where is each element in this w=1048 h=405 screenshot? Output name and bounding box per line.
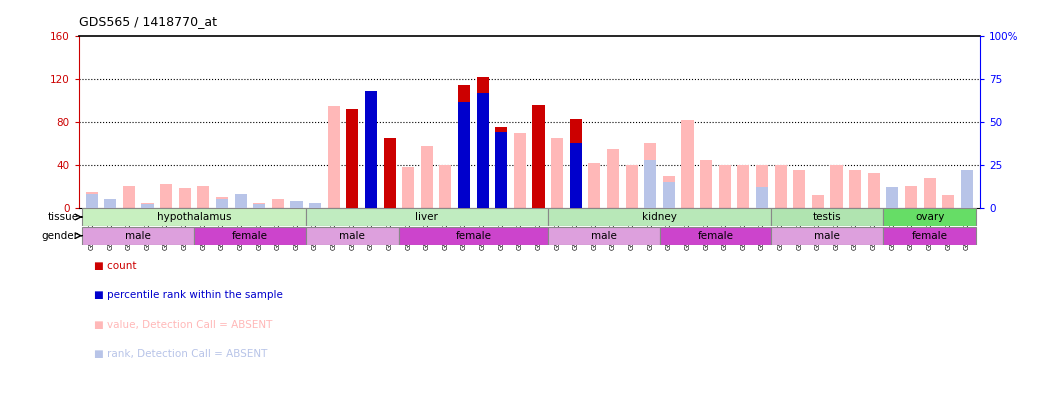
Text: GDS565 / 1418770_at: GDS565 / 1418770_at (79, 15, 217, 28)
Bar (254, 204, 265, 208)
Bar (532, 105, 545, 208)
Bar (104, 199, 116, 208)
Bar (179, 188, 191, 208)
Bar (514, 133, 526, 208)
Bar (86, 194, 97, 208)
Bar (588, 163, 601, 208)
Text: female: female (456, 231, 492, 241)
Bar (548, 208, 771, 226)
Text: tissue: tissue (47, 212, 79, 222)
Bar (477, 93, 488, 208)
Bar (197, 186, 210, 208)
Bar (961, 170, 973, 208)
Text: male: male (591, 231, 616, 241)
Bar (216, 197, 228, 208)
Bar (607, 149, 619, 208)
Bar (551, 138, 563, 208)
Bar (645, 143, 656, 208)
Bar (439, 165, 452, 208)
Bar (659, 227, 771, 245)
Text: ■ count: ■ count (94, 261, 137, 271)
Bar (141, 203, 154, 208)
Bar (384, 138, 396, 208)
Text: female: female (698, 231, 734, 241)
Bar (756, 187, 768, 208)
Bar (458, 102, 471, 208)
Bar (194, 227, 306, 245)
Text: gender: gender (42, 231, 79, 241)
Bar (420, 146, 433, 208)
Text: female: female (912, 231, 947, 241)
Bar (496, 128, 507, 208)
Text: male: male (340, 231, 366, 241)
Text: ■ value, Detection Call = ABSENT: ■ value, Detection Call = ABSENT (94, 320, 272, 330)
Bar (662, 175, 675, 208)
Bar (887, 187, 898, 208)
Bar (961, 173, 973, 208)
Text: male: male (126, 231, 151, 241)
Bar (771, 227, 883, 245)
Bar (849, 170, 861, 208)
Bar (626, 165, 638, 208)
Bar (570, 119, 582, 208)
Bar (402, 167, 414, 208)
Text: hypothalamus: hypothalamus (157, 212, 232, 222)
Bar (904, 186, 917, 208)
Bar (458, 85, 471, 208)
Bar (86, 192, 97, 208)
Bar (83, 208, 306, 226)
Bar (290, 202, 303, 208)
Bar (254, 203, 265, 208)
Bar (662, 182, 675, 208)
Bar (477, 77, 488, 208)
Bar (830, 165, 843, 208)
Bar (235, 194, 246, 208)
Text: ■ percentile rank within the sample: ■ percentile rank within the sample (94, 290, 283, 301)
Bar (346, 109, 358, 208)
Bar (793, 170, 805, 208)
Bar (216, 199, 228, 208)
Bar (868, 173, 879, 208)
Bar (306, 208, 548, 226)
Bar (365, 91, 377, 208)
Bar (645, 160, 656, 208)
Text: testis: testis (813, 212, 842, 222)
Bar (399, 227, 548, 245)
Bar (923, 178, 936, 208)
Text: ■ rank, Detection Call = ABSENT: ■ rank, Detection Call = ABSENT (94, 349, 267, 359)
Bar (883, 227, 976, 245)
Bar (887, 197, 898, 208)
Bar (812, 195, 824, 208)
Bar (496, 132, 507, 208)
Bar (570, 143, 582, 208)
Bar (306, 227, 399, 245)
Bar (774, 165, 787, 208)
Bar (309, 202, 321, 208)
Bar (883, 208, 976, 226)
Bar (942, 195, 955, 208)
Text: liver: liver (415, 212, 438, 222)
Bar (141, 204, 154, 208)
Bar (309, 205, 321, 208)
Text: male: male (814, 231, 840, 241)
Bar (160, 184, 172, 208)
Bar (719, 165, 730, 208)
Bar (235, 195, 246, 208)
Text: ovary: ovary (915, 212, 944, 222)
Text: kidney: kidney (642, 212, 677, 222)
Bar (700, 160, 713, 208)
Bar (771, 208, 883, 226)
Bar (365, 156, 377, 208)
Text: female: female (232, 231, 268, 241)
Bar (123, 186, 135, 208)
Bar (548, 227, 659, 245)
Bar (290, 201, 303, 208)
Bar (681, 120, 694, 208)
Bar (328, 106, 340, 208)
Bar (738, 165, 749, 208)
Bar (756, 165, 768, 208)
Bar (83, 227, 194, 245)
Bar (271, 199, 284, 208)
